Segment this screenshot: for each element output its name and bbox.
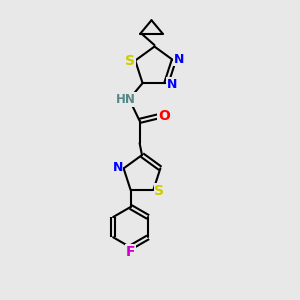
Text: F: F (126, 245, 135, 259)
Text: S: S (125, 53, 135, 68)
Text: N: N (174, 52, 184, 65)
Text: S: S (154, 184, 164, 198)
Text: N: N (112, 161, 123, 174)
Text: O: O (158, 110, 170, 123)
Text: HN: HN (116, 93, 136, 106)
Text: N: N (167, 78, 177, 91)
